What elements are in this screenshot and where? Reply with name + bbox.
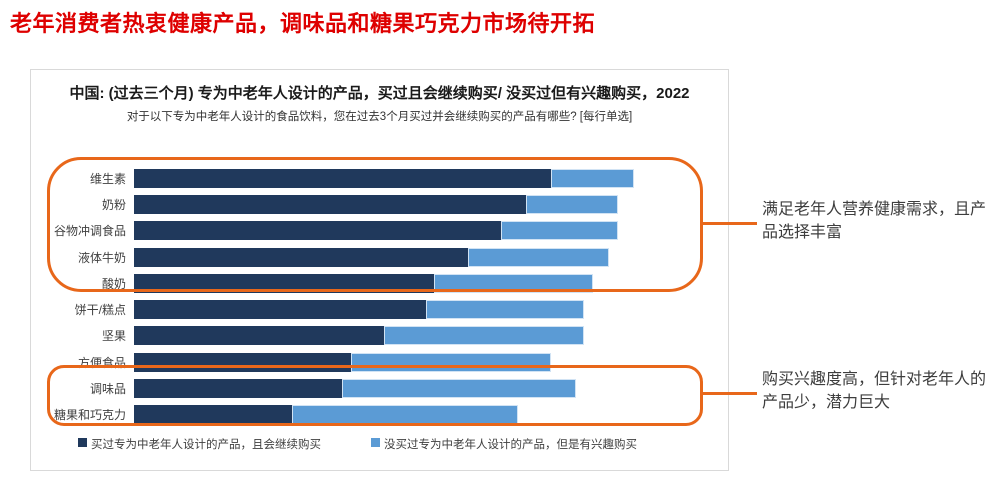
bar-segment-bought: [134, 168, 551, 188]
category-label: 酸奶: [101, 276, 126, 291]
category-label: 奶粉: [101, 197, 126, 212]
legend-swatch-dark-blue: [78, 438, 87, 447]
bar-row: 液体牛奶: [31, 244, 728, 270]
legend-swatch-light-blue: [371, 438, 380, 447]
category-label: 液体牛奶: [77, 250, 126, 265]
bar-track: [134, 194, 701, 214]
bar-segment-interested: [384, 326, 585, 346]
category-label: 饼干/糕点: [74, 303, 126, 318]
category-label: 糖果和巧克力: [53, 408, 126, 423]
bar-track: [134, 168, 701, 188]
chart-title: 中国: (过去三个月) 专为中老年人设计的产品，买过且会继续购买/ 没买过但有兴…: [69, 85, 690, 102]
bar-segment-interested: [342, 379, 576, 399]
bar-row: 饼干/糕点: [31, 296, 728, 322]
annotation-connector-top: [701, 222, 757, 225]
bar-track: [134, 300, 701, 320]
category-label: 谷物冲调食品: [53, 224, 126, 239]
bar-track: [134, 247, 701, 267]
bar-track: [134, 221, 701, 241]
bar-segment-interested: [550, 168, 635, 188]
annotation-potential: 购买兴趣度高，但针对老年人的产品少，潜力巨大: [762, 371, 987, 412]
category-label: 坚果: [101, 329, 126, 344]
bar-row: 谷物冲调食品: [31, 218, 728, 244]
bar-segment-interested: [500, 221, 618, 241]
legend: 买过专为中老年人设计的产品，且会继续购买 没买过专为中老年人设计的产品，但是有兴…: [78, 436, 637, 452]
bar-row: 维生素: [31, 165, 728, 191]
legend-label-interested: 没买过专为中老年人设计的产品，但是有兴趣购买: [384, 439, 637, 451]
chart-card: 中国: (过去三个月) 专为中老年人设计的产品，买过且会继续购买/ 没买过但有兴…: [30, 69, 729, 471]
bar-row: 调味品: [31, 375, 728, 401]
bar-segment-bought: [134, 379, 343, 399]
bar-segment-interested: [525, 194, 618, 214]
bar-row: 奶粉: [31, 191, 728, 217]
legend-item-bought: 买过专为中老年人设计的产品，且会继续购买: [78, 436, 321, 452]
bar-row: 酸奶: [31, 270, 728, 296]
category-label: 维生素: [89, 171, 126, 186]
bar-segment-bought: [134, 221, 501, 241]
bar-row: 糖果和巧克力: [31, 402, 728, 428]
bar-segment-bought: [134, 300, 426, 320]
bar-segment-bought: [134, 194, 526, 214]
bar-track: [134, 326, 701, 346]
bar-segment-interested: [434, 273, 593, 293]
page-title: 老年消费者热衷健康产品，调味品和糖果巧克力市场待开拓: [10, 11, 596, 36]
bar-segment-interested: [425, 300, 585, 320]
bar-segment-interested: [467, 247, 610, 267]
category-label: 调味品: [89, 382, 126, 397]
legend-item-interested: 没买过专为中老年人设计的产品，但是有兴趣购买: [371, 436, 637, 452]
highlight-oval-untapped-products: [47, 365, 703, 426]
highlight-oval-health-products: [47, 157, 703, 292]
chart-subtitle: 对于以下专为中老年人设计的食品饮料，您在过去3个月买过并会继续购买的产品有哪些?…: [126, 110, 633, 123]
bar-track: [134, 273, 701, 293]
annotation-health-needs: 满足老年人营养健康需求，且产品选择丰富: [762, 201, 987, 242]
bar-segment-bought: [134, 326, 385, 346]
bar-segment-bought: [134, 247, 468, 267]
legend-label-bought: 买过专为中老年人设计的产品，且会继续购买: [91, 439, 321, 451]
annotation-connector-bottom: [701, 392, 757, 395]
bar-track: [134, 405, 701, 425]
bar-segment-interested: [292, 405, 518, 425]
bar-segment-bought: [134, 405, 293, 425]
bar-track: [134, 379, 701, 399]
bar-segment-bought: [134, 273, 435, 293]
bar-row: 坚果: [31, 323, 728, 349]
